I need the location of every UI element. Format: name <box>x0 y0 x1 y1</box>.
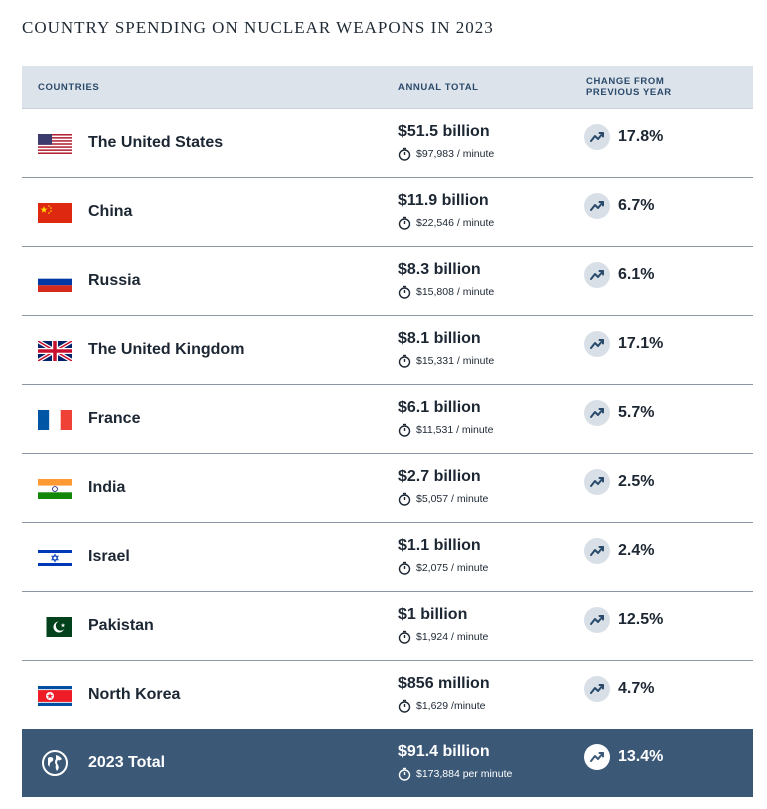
header-change-line1: CHANGE FROM <box>586 76 665 87</box>
annual-total: $856 million <box>398 675 490 692</box>
per-minute: $2,075 / minute <box>398 561 488 575</box>
header-change: CHANGE FROM PREVIOUS YEAR <box>586 76 706 98</box>
stopwatch-icon <box>398 285 411 299</box>
trend-up-icon <box>584 331 610 357</box>
trend-up-icon <box>584 538 610 564</box>
header-change-line2: PREVIOUS YEAR <box>586 87 672 98</box>
globe-icon <box>41 749 69 777</box>
stopwatch-icon <box>398 561 411 575</box>
total-per-minute-text: $173,884 per minute <box>416 768 513 780</box>
per-minute-text: $15,331 / minute <box>416 355 495 367</box>
table-row: The United States $51.5 billion $97,983 / … <box>22 109 753 178</box>
trend-up-icon <box>584 469 610 495</box>
per-minute-text: $15,808 / minute <box>416 286 495 298</box>
trend-up-icon <box>584 193 610 219</box>
annual-total: $1 billion <box>398 606 468 623</box>
change-percent: 17.8% <box>618 128 664 145</box>
stopwatch-icon <box>398 216 411 230</box>
total-label: 2023 Total <box>88 754 166 771</box>
table-row: North Korea $856 million $1,629 /minute 4.7… <box>22 661 753 729</box>
change-percent: 6.1% <box>618 266 655 283</box>
stopwatch-icon <box>398 492 411 506</box>
stopwatch-icon <box>398 354 411 368</box>
trend-up-icon <box>584 124 610 150</box>
country-name: Russia <box>88 272 141 289</box>
annual-total: $6.1 billion <box>398 399 481 416</box>
total-row: 2023 Total $91.4 billion $173,884 per mi… <box>22 729 753 797</box>
per-minute: $97,983 / minute <box>398 147 494 161</box>
stopwatch-icon <box>398 630 411 644</box>
trend-up-icon <box>584 676 610 702</box>
country-name: Pakistan <box>88 617 154 634</box>
country-name: India <box>88 479 126 496</box>
table-row: Israel $1.1 billion $2,075 / minute 2.4% <box>22 523 753 592</box>
per-minute-text: $11,531 / minute <box>416 424 494 436</box>
india-flag-icon <box>38 479 72 499</box>
header-countries: COUNTRIES <box>38 82 100 93</box>
stopwatch-icon <box>398 147 411 161</box>
russia-flag-icon <box>38 272 72 292</box>
country-name: China <box>88 203 133 220</box>
table-header: COUNTRIES ANNUAL TOTAL CHANGE FROM PREVI… <box>22 66 753 109</box>
change-percent: 17.1% <box>618 335 664 352</box>
annual-total: $51.5 billion <box>398 123 490 140</box>
stopwatch-icon <box>398 767 411 781</box>
annual-total: $11.9 billion <box>398 192 489 209</box>
table-row: France $6.1 billion $11,531 / minute 5.7% <box>22 385 753 454</box>
france-flag-icon <box>38 410 72 430</box>
per-minute: $1,629 /minute <box>398 699 485 713</box>
trend-up-icon <box>584 607 610 633</box>
stopwatch-icon <box>398 423 411 437</box>
per-minute-text: $2,075 / minute <box>416 562 489 574</box>
table-row: Pakistan $1 billion $1,924 / minute 12.5% <box>22 592 753 661</box>
change-percent: 2.4% <box>618 542 655 559</box>
table-row: India $2.7 billion $5,057 / minute 2.5% <box>22 454 753 523</box>
table-body: The United States $51.5 billion $97,983 / … <box>22 109 753 729</box>
change-percent: 5.7% <box>618 404 655 421</box>
per-minute: $5,057 / minute <box>398 492 488 506</box>
per-minute-text: $1,924 / minute <box>416 631 489 643</box>
trend-up-icon <box>584 400 610 426</box>
spending-table: COUNTRIES ANNUAL TOTAL CHANGE FROM PREVI… <box>22 66 753 797</box>
per-minute-text: $1,629 /minute <box>416 700 486 712</box>
total-per-minute: $173,884 per minute <box>398 767 512 781</box>
table-row: China $11.9 billion $22,546 / minute 6.7% <box>22 178 753 247</box>
per-minute-text: $5,057 / minute <box>416 493 489 505</box>
uk-flag-icon <box>38 341 72 361</box>
per-minute-text: $97,983 / minute <box>416 148 495 160</box>
per-minute-text: $22,546 / minute <box>416 217 495 229</box>
per-minute: $15,331 / minute <box>398 354 494 368</box>
annual-total: $1.1 billion <box>398 537 481 554</box>
trend-up-icon <box>584 744 610 770</box>
china-flag-icon <box>38 203 72 223</box>
annual-total: $8.3 billion <box>398 261 481 278</box>
annual-total: $2.7 billion <box>398 468 481 485</box>
pakistan-flag-icon <box>38 617 72 637</box>
country-name: France <box>88 410 141 427</box>
total-annual: $91.4 billion <box>398 743 490 760</box>
total-change: 13.4% <box>618 748 664 765</box>
change-percent: 12.5% <box>618 611 664 628</box>
change-percent: 6.7% <box>618 197 655 214</box>
per-minute: $22,546 / minute <box>398 216 494 230</box>
country-name: The United Kingdom <box>88 341 245 358</box>
annual-total: $8.1 billion <box>398 330 481 347</box>
table-row: Russia $8.3 billion $15,808 / minute 6.1% <box>22 247 753 316</box>
table-row: The United Kingdom $8.1 billion $15,331 / … <box>22 316 753 385</box>
country-name: The United States <box>88 134 224 151</box>
per-minute: $15,808 / minute <box>398 285 494 299</box>
country-name: North Korea <box>88 686 181 703</box>
per-minute: $11,531 / minute <box>398 423 493 437</box>
trend-up-icon <box>584 262 610 288</box>
stopwatch-icon <box>398 699 411 713</box>
per-minute: $1,924 / minute <box>398 630 488 644</box>
north-korea-flag-icon <box>38 686 72 706</box>
change-percent: 2.5% <box>618 473 655 490</box>
change-percent: 4.7% <box>618 680 655 697</box>
us-flag-icon <box>38 134 72 154</box>
country-name: Israel <box>88 548 130 565</box>
israel-flag-icon <box>38 548 72 568</box>
header-annual-total: ANNUAL TOTAL <box>398 82 479 93</box>
page-title: COUNTRY SPENDING ON NUCLEAR WEAPONS IN 2… <box>22 18 494 37</box>
